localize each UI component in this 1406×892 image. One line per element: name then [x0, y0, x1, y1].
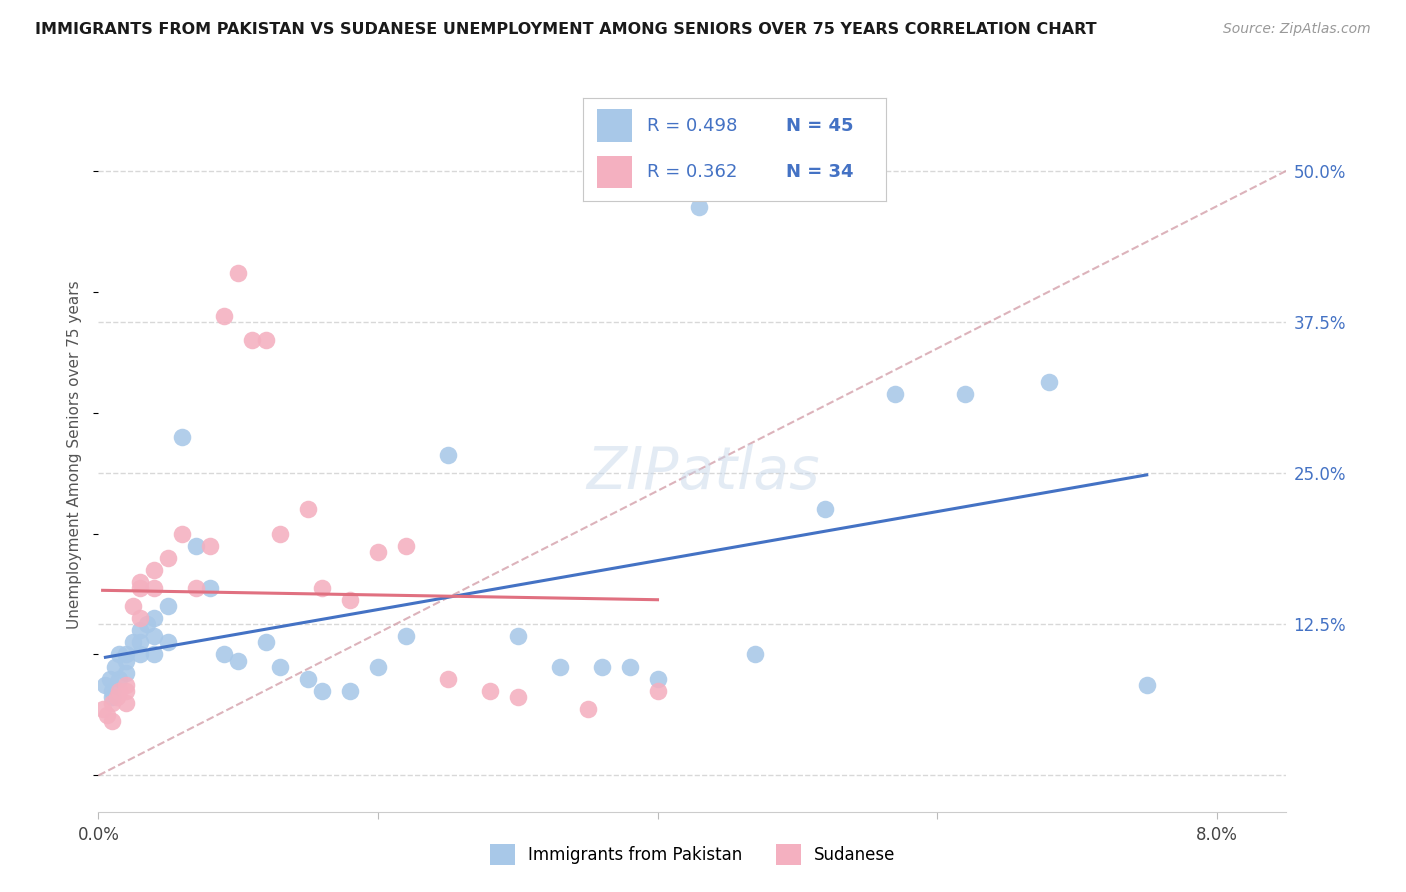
Point [115, 665, 138, 680]
Point [506, 629, 529, 643]
Point [297, 672, 319, 686]
Text: R = 0.362: R = 0.362 [647, 163, 737, 181]
Point [395, 629, 418, 643]
Point [108, 683, 131, 698]
Point [172, 430, 194, 444]
Legend: Immigrants from Pakistan, Sudanese: Immigrants from Pakistan, Sudanese [484, 838, 901, 871]
Text: ZIPatlas: ZIPatlas [586, 444, 820, 501]
Point [212, 648, 235, 662]
Point [129, 624, 152, 638]
Point [647, 683, 669, 698]
Point [129, 611, 152, 625]
Point [200, 539, 222, 553]
Point [101, 696, 124, 710]
Point [101, 683, 124, 698]
Point [1038, 376, 1060, 390]
Point [269, 526, 291, 541]
Point [157, 550, 180, 565]
Point [129, 574, 152, 589]
Point [157, 635, 180, 649]
Point [367, 544, 389, 558]
Point [311, 683, 333, 698]
Text: N = 34: N = 34 [786, 163, 853, 181]
Point [129, 648, 152, 662]
Point [339, 593, 361, 607]
Point [297, 502, 319, 516]
Point [104, 659, 127, 673]
Point [129, 581, 152, 595]
Point [122, 635, 145, 649]
Point [143, 581, 166, 595]
Bar [598, 155, 631, 188]
Text: R = 0.498: R = 0.498 [647, 117, 737, 135]
Point [269, 659, 291, 673]
Point [395, 539, 418, 553]
Point [200, 581, 222, 595]
Bar [598, 110, 631, 142]
Y-axis label: Unemployment Among Seniors over 75 years: Unemployment Among Seniors over 75 years [67, 281, 83, 629]
Point [367, 659, 389, 673]
Point [226, 654, 249, 668]
Point [115, 696, 138, 710]
Point [94, 678, 117, 692]
Point [105, 690, 128, 704]
Text: IMMIGRANTS FROM PAKISTAN VS SUDANESE UNEMPLOYMENT AMONG SENIORS OVER 75 YEARS CO: IMMIGRANTS FROM PAKISTAN VS SUDANESE UNE… [35, 22, 1097, 37]
Point [172, 526, 194, 541]
Point [212, 309, 235, 323]
Point [143, 611, 166, 625]
Point [122, 599, 145, 613]
Point [953, 387, 976, 401]
Point [157, 599, 180, 613]
Point [688, 200, 710, 214]
Text: Source: ZipAtlas.com: Source: ZipAtlas.com [1223, 22, 1371, 37]
Point [576, 702, 599, 716]
Point [101, 714, 124, 728]
Point [619, 659, 641, 673]
Point [108, 672, 131, 686]
Point [437, 448, 460, 462]
Point [1136, 678, 1159, 692]
Point [647, 672, 669, 686]
Point [115, 683, 138, 698]
Point [226, 267, 249, 281]
Point [143, 648, 166, 662]
Point [814, 502, 837, 516]
Point [591, 659, 613, 673]
Point [240, 333, 263, 347]
Point [884, 387, 907, 401]
Point [91, 702, 114, 716]
Point [744, 648, 766, 662]
Point [101, 690, 124, 704]
Point [136, 617, 159, 632]
Point [339, 683, 361, 698]
Point [186, 581, 208, 595]
Point [115, 654, 138, 668]
Point [143, 629, 166, 643]
Point [115, 678, 138, 692]
Point [254, 635, 277, 649]
Text: N = 45: N = 45 [786, 117, 853, 135]
Point [437, 672, 460, 686]
Point [311, 581, 333, 595]
Point [506, 690, 529, 704]
Point [143, 563, 166, 577]
Point [108, 648, 131, 662]
Point [96, 708, 118, 723]
Point [254, 333, 277, 347]
Point [129, 635, 152, 649]
Point [98, 672, 121, 686]
Point [186, 539, 208, 553]
Point [478, 683, 501, 698]
Point [115, 648, 138, 662]
Point [548, 659, 571, 673]
